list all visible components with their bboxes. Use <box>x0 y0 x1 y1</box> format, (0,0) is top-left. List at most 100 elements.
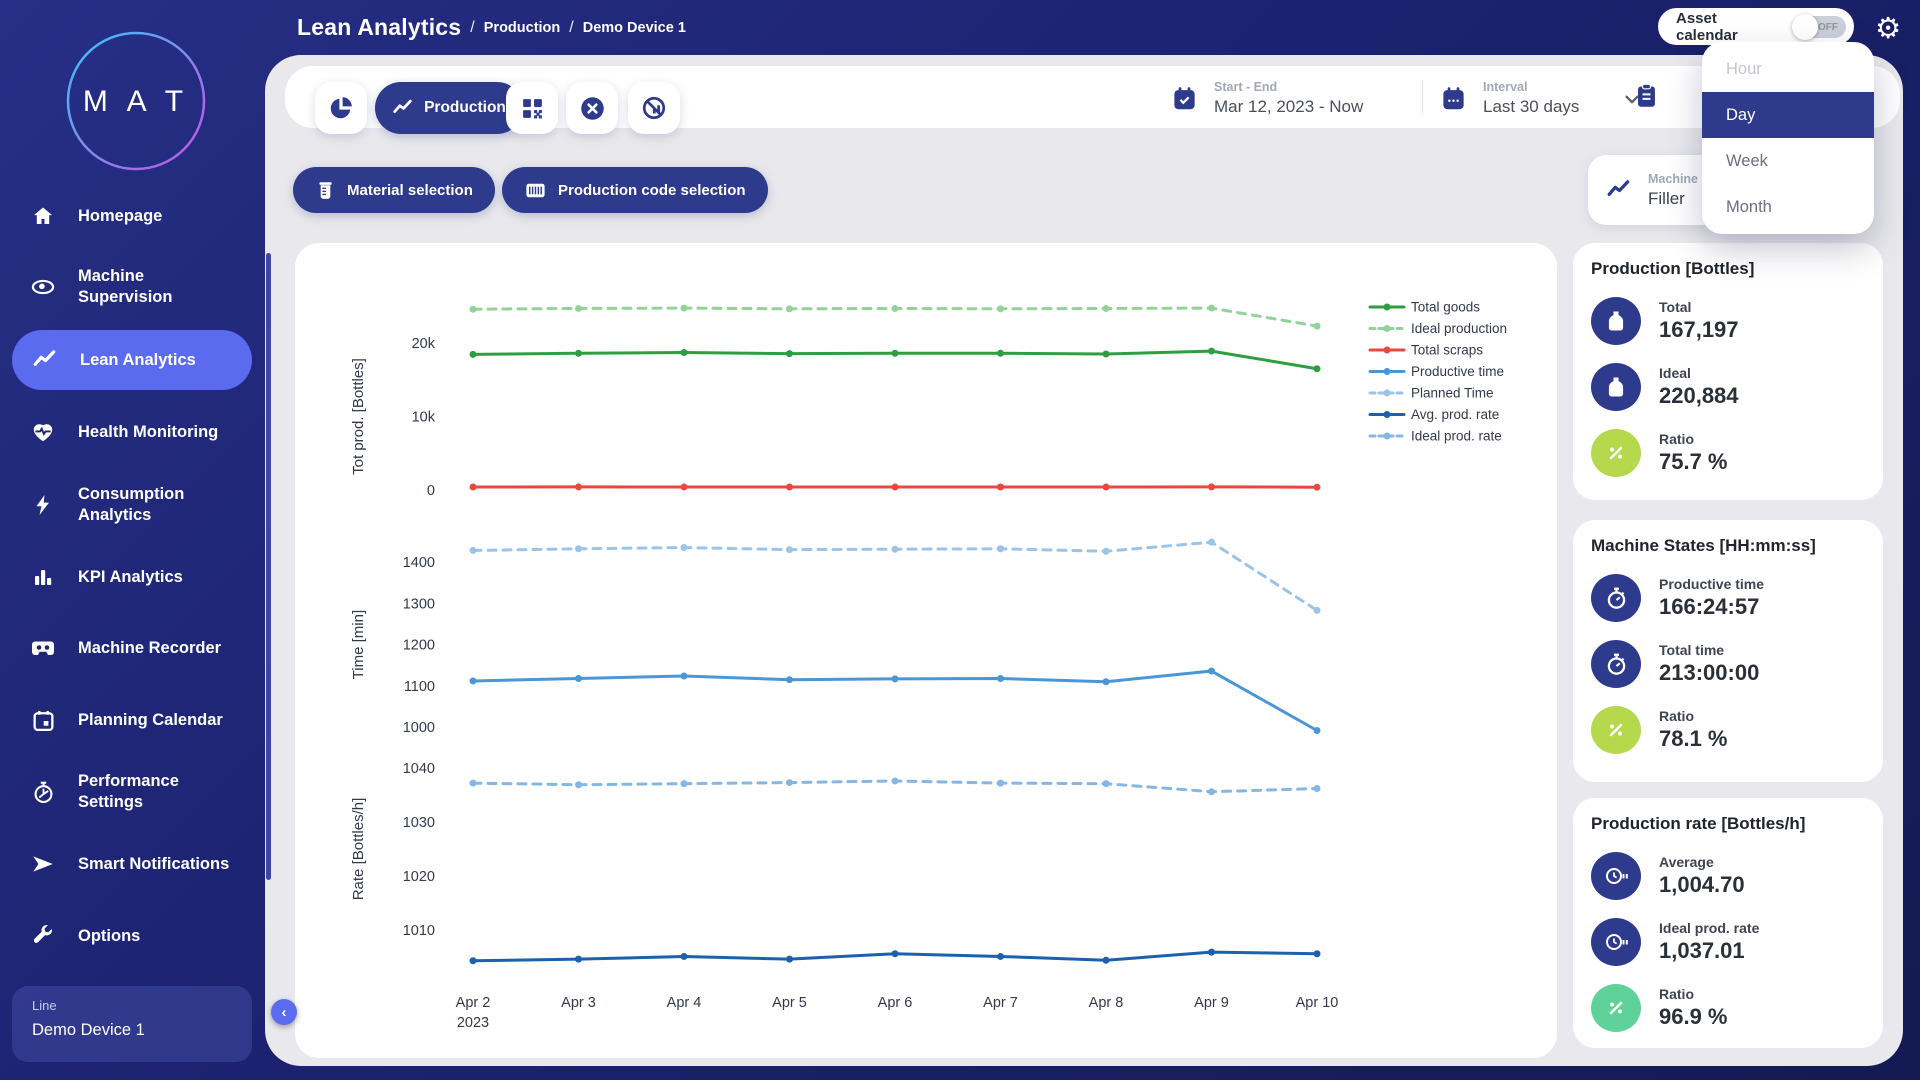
stat-card-title: Machine States [HH:mm:ss] <box>1591 536 1816 555</box>
stat-card-production: Production [Bottles] Total 167,197 Ideal… <box>1573 243 1883 500</box>
svg-text:Rate [Bottles/h]: Rate [Bottles/h] <box>350 798 367 901</box>
chevron-down-icon[interactable] <box>1621 88 1643 110</box>
trend-icon <box>393 99 412 114</box>
start-end-value: Mar 12, 2023 - Now <box>1214 97 1364 116</box>
line-device-card[interactable]: Line Demo Device 1 <box>12 986 252 1062</box>
pie-chart-view-button[interactable] <box>315 82 367 134</box>
page-title: Lean Analytics <box>297 14 462 40</box>
interval-dropdown-menu: Hour Day Week Month <box>1702 42 1874 234</box>
stat-card-machine-states: Machine States [HH:mm:ss] Productive tim… <box>1573 520 1883 782</box>
interval-select[interactable]: Interval Last 30 days <box>1440 80 1643 117</box>
svg-text:1020: 1020 <box>403 869 435 885</box>
clipboard-icon <box>1638 83 1655 107</box>
eye-icon <box>30 274 56 300</box>
percent-icon <box>1591 429 1641 477</box>
svg-text:Ideal prod. rate: Ideal prod. rate <box>1411 429 1502 444</box>
interval-option-month[interactable]: Month <box>1726 197 1772 216</box>
asset-calendar-toggle-pill[interactable]: Asset calendar OFF <box>1658 8 1854 45</box>
date-range-picker[interactable]: Start - End Mar 12, 2023 - Now <box>1171 80 1363 117</box>
svg-text:10k: 10k <box>412 410 436 426</box>
toggle-state-label: OFF <box>1818 21 1838 33</box>
sidebar-item-kpi-analytics[interactable]: KPI Analytics <box>0 553 265 601</box>
calendar-icon <box>30 707 56 733</box>
production-tab-label: Production <box>424 99 506 116</box>
qr-view-button[interactable] <box>506 82 558 134</box>
calendar-interval-icon <box>1443 87 1464 110</box>
stat-row: Ratio 96.9 % <box>1591 984 1865 1032</box>
logo-text: M A T <box>83 85 189 118</box>
breadcrumb-device[interactable]: Demo Device 1 <box>582 19 686 36</box>
trend-icon <box>32 347 58 373</box>
interval-option-day[interactable]: Day <box>1702 92 1874 138</box>
wrench-icon <box>30 923 56 949</box>
stat-row: Productive time 166:24:57 <box>1591 574 1865 622</box>
sidebar-collapse-button[interactable]: ‹ <box>271 999 297 1025</box>
svg-text:Apr 4: Apr 4 <box>667 995 702 1011</box>
stat-row: Ratio 78.1 % <box>1591 706 1865 754</box>
sidebar-item-health-monitoring[interactable]: Health Monitoring <box>0 408 265 456</box>
sidebar-item-options[interactable]: Options <box>0 912 265 960</box>
svg-text:Total goods: Total goods <box>1411 300 1480 315</box>
pie-chart-icon <box>330 97 352 119</box>
interval-label: Interval <box>1483 80 1528 94</box>
production-tab-button[interactable]: Production <box>375 82 523 134</box>
stat-row: Average 1,004.70 <box>1591 852 1865 900</box>
sidebar-scrollbar[interactable] <box>266 253 271 880</box>
send-icon <box>30 851 56 877</box>
no-data-chart-button[interactable] <box>628 82 680 134</box>
interval-option-hour[interactable]: Hour <box>1726 59 1762 78</box>
heart-pulse-icon <box>30 419 56 445</box>
report-clipboard-button[interactable] <box>1633 82 1673 114</box>
production-code-selection-label: Production code selection <box>558 181 746 199</box>
svg-text:1100: 1100 <box>404 679 435 695</box>
sidebar-item-machine-recorder[interactable]: Machine Recorder <box>0 624 265 672</box>
sidebar-item-planning-calendar[interactable]: Planning Calendar <box>0 696 265 744</box>
svg-text:2023: 2023 <box>457 1015 489 1031</box>
stat-row: Total time 213:00:00 <box>1591 640 1865 688</box>
sidebar-item-homepage[interactable]: Homepage <box>0 192 265 240</box>
barcode-icon <box>526 183 545 197</box>
line-label: Line <box>32 998 57 1013</box>
chart-slash-icon <box>642 96 666 120</box>
cassette-icon <box>30 635 56 661</box>
asset-calendar-switch[interactable]: OFF <box>1792 13 1846 40</box>
breadcrumb-production[interactable]: Production <box>483 19 561 36</box>
sidebar-item-lean-analytics[interactable]: Lean Analytics <box>12 330 252 390</box>
svg-text:Apr 7: Apr 7 <box>983 995 1018 1011</box>
svg-text:Apr 8: Apr 8 <box>1089 995 1124 1011</box>
material-selection-button[interactable]: Material selection <box>293 167 495 213</box>
production-code-selection-button[interactable]: Production code selection <box>502 167 768 213</box>
svg-text:Planned Time: Planned Time <box>1411 386 1494 401</box>
stat-card-title: Production [Bottles] <box>1591 259 1755 278</box>
svg-text:Apr 9: Apr 9 <box>1194 995 1229 1011</box>
gauge-icon <box>30 779 56 805</box>
sidebar-item-smart-notifications[interactable]: Smart Notifications <box>0 840 265 888</box>
stopwatch-icon <box>1591 640 1641 688</box>
svg-text:1200: 1200 <box>403 638 435 654</box>
svg-text:1010: 1010 <box>403 923 435 939</box>
interval-option-week[interactable]: Week <box>1726 151 1768 170</box>
main-panel: Production Start - End <box>265 55 1903 1066</box>
start-end-label: Start - End <box>1214 80 1278 94</box>
machine-value: Filler <box>1648 188 1685 208</box>
bottle-icon <box>1591 297 1641 345</box>
mat-logo: M A T <box>66 31 206 171</box>
home-icon <box>30 203 56 229</box>
bar-chart-icon <box>30 564 56 590</box>
settings-gear-icon[interactable]: ⚙ <box>1875 11 1901 45</box>
machine-label: Machine <box>1648 171 1699 186</box>
asset-calendar-label: Asset calendar <box>1676 9 1738 44</box>
breadcrumb: Lean Analytics / Production / Demo Devic… <box>297 14 686 40</box>
svg-text:1030: 1030 <box>403 815 435 831</box>
sidebar-item-machine-supervision[interactable]: Machine Supervision <box>0 263 265 311</box>
stat-card-production-rate: Production rate [Bottles/h] Average 1,00… <box>1573 798 1883 1048</box>
stat-row: Ideal prod. rate 1,037.01 <box>1591 918 1865 966</box>
clear-selection-button[interactable] <box>566 82 618 134</box>
stat-row: Total 167,197 <box>1591 297 1865 345</box>
stat-row: Ratio 75.7 % <box>1591 429 1865 477</box>
svg-text:Apr 5: Apr 5 <box>772 995 807 1011</box>
percent-icon <box>1591 706 1641 754</box>
lightning-icon <box>30 492 56 518</box>
sidebar-item-consumption-analytics[interactable]: Consumption Analytics <box>0 481 265 529</box>
sidebar-item-performance-settings[interactable]: Performance Settings <box>0 768 265 816</box>
